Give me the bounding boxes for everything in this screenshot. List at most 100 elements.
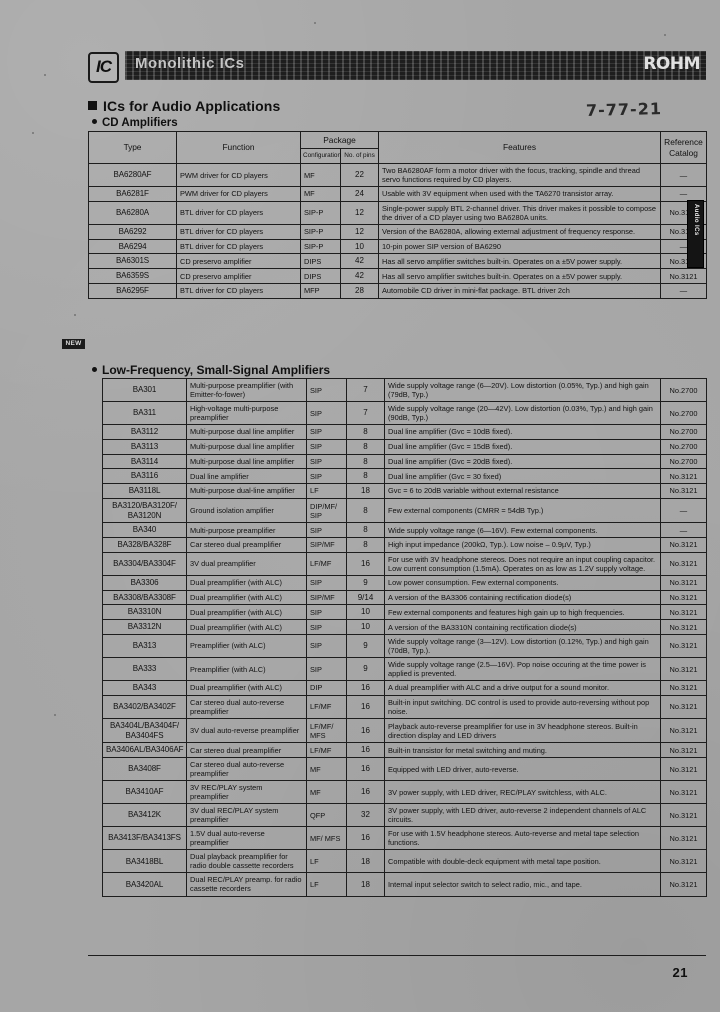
cell-type: BA3406AL/BA3406AF xyxy=(102,742,187,759)
table-row: BA3112 Multi-purpose dual line amplifier S… xyxy=(102,424,707,440)
cell-configuration: SIP xyxy=(306,522,347,539)
cell-function: Multi-purpose dual line amplifier xyxy=(186,438,307,455)
cell-pins: 8 xyxy=(346,537,385,553)
cell-reference: No.3121 xyxy=(660,717,707,744)
table-row: BA3412K 3V dual REC/PLAY system preamplif… xyxy=(102,803,707,828)
cell-features: Usable with 3V equipment when used with … xyxy=(378,186,661,202)
cell-function: BTL driver for CD players xyxy=(176,238,301,255)
cell-type: BA313 xyxy=(102,633,187,659)
cell-type: BA3402/BA3402F xyxy=(102,694,187,719)
cell-features: Playback auto-reverse preamplifier for u… xyxy=(384,717,661,744)
edge-index-tab[interactable]: Audio ICs xyxy=(687,200,704,268)
edge-index-tab-label: Audio ICs xyxy=(693,204,699,236)
cell-features: Dual line amplifier (Gᴠᴄ = 20dB fixed). xyxy=(384,453,661,470)
cell-configuration: MF/ MFS xyxy=(306,826,347,851)
cell-features: Wide supply voltage range (2.5—16V). Pop… xyxy=(384,656,661,682)
cell-pins: 9 xyxy=(346,656,385,682)
cell-type: BA3420AL xyxy=(102,872,187,897)
cell-type: BA6280AF xyxy=(88,163,177,188)
cell-features: Has all servo amplifier switches built-i… xyxy=(378,268,661,284)
col-header-features: Features xyxy=(378,130,661,165)
table-row: BA3120/BA3120F/ BA3120N Ground isolation … xyxy=(102,497,707,524)
cell-type: BA311 xyxy=(102,401,187,426)
cell-pins: 28 xyxy=(340,282,379,299)
cell-reference: No.3121 xyxy=(660,780,707,805)
cell-reference: No.3121 xyxy=(660,589,707,606)
cell-type: BA3404L/BA3404F/ BA3404FS xyxy=(102,717,187,744)
ref-line1: Reference xyxy=(664,137,703,148)
cell-reference: No.3121 xyxy=(660,537,707,553)
cell-function: Multi-purpose preamplifier xyxy=(186,522,307,539)
cell-configuration: LF xyxy=(306,849,347,874)
table-cd-amplifiers: Type Function Package Features Reference… xyxy=(88,130,707,299)
subsection-label: CD Amplifiers xyxy=(102,117,178,129)
cell-function: Dual line amplifier xyxy=(186,468,307,485)
cell-pins: 7 xyxy=(346,377,385,403)
cell-pins: 32 xyxy=(346,803,385,828)
cell-function: Multi-purpose dual line amplifier xyxy=(186,424,307,440)
cell-configuration: SIP xyxy=(306,377,347,403)
cell-configuration: DIP xyxy=(306,680,347,696)
table-body-lf: BA301 Multi-purpose preamplifier (with Em… xyxy=(102,377,707,897)
cell-configuration: SIP xyxy=(306,468,347,485)
cell-configuration: SIP-P xyxy=(300,223,341,240)
cell-configuration: MFP xyxy=(300,282,341,299)
cell-function: Ground isolation amplifier xyxy=(186,497,307,524)
cell-configuration: SIP xyxy=(306,574,347,591)
cell-pins: 8 xyxy=(346,453,385,470)
cell-features: A version of the BA3306 containing recti… xyxy=(384,589,661,606)
cell-features: Two BA6280AF form a motor driver with th… xyxy=(378,163,661,188)
cell-features: Wide supply voltage range (20—42V). Low … xyxy=(384,401,661,426)
cell-features: Wide supply voltage range (3—12V). Low d… xyxy=(384,633,661,659)
cell-pins: 16 xyxy=(346,780,385,805)
cell-features: For use with 1.5V headphone stereos. Aut… xyxy=(384,826,661,851)
cell-reference: No.3121 xyxy=(660,680,707,696)
cell-reference: No.3121 xyxy=(660,742,707,759)
cell-features: Built-in input switching. DC control is … xyxy=(384,694,661,719)
cell-pins: 18 xyxy=(346,483,385,499)
page-sheet: IC Monolithic ICs ROHM 7-77-21 ICs for A… xyxy=(14,14,707,998)
cell-function: Dual preamplifier (with ALC) xyxy=(186,604,307,621)
cell-features: Has all servo amplifier switches built-i… xyxy=(378,253,661,270)
col-header-package: Package xyxy=(300,130,379,150)
cell-function: Car stereo dual auto-reverse preamplifie… xyxy=(186,694,307,719)
cell-configuration: LF/MF xyxy=(306,551,347,576)
cell-reference: No.3121 xyxy=(660,694,707,719)
cell-reference: — xyxy=(660,282,707,299)
cell-function: 3V dual REC/PLAY system preamplifier xyxy=(186,803,307,828)
cell-reference: — xyxy=(660,522,707,539)
cell-configuration: MF xyxy=(300,186,341,202)
cell-pins: 9 xyxy=(346,633,385,659)
cell-reference: No.3121 xyxy=(660,633,707,659)
table-row: BA6295F BTL driver for CD players MFP 28 Aut… xyxy=(88,282,707,299)
masthead: IC Monolithic ICs ROHM xyxy=(88,50,706,83)
table-row: BA313 Preamplifier (with ALC) SIP 9 Wide sup… xyxy=(102,633,707,659)
page-number: 21 xyxy=(672,965,688,980)
cell-features: Dual line amplifier (Gᴠᴄ = 30 fixed) xyxy=(384,468,661,485)
cell-features: Dual line amplifier (Gᴠᴄ = 10dB fixed). xyxy=(384,424,661,440)
cell-reference: No.3121 xyxy=(660,849,707,874)
new-badge: NEW xyxy=(62,339,85,349)
cell-features: Low power consumption. Few external comp… xyxy=(384,574,661,591)
cell-type: BA6292 xyxy=(88,223,177,240)
cell-pins: 9 xyxy=(346,574,385,591)
cell-type: BA3114 xyxy=(102,453,187,470)
table-row: BA3310N Dual preamplifier (with ALC) SIP 10… xyxy=(102,604,707,621)
cell-type: BA328/BA328F xyxy=(102,537,187,553)
table-row: BA3114 Multi-purpose dual line amplifier S… xyxy=(102,453,707,470)
cell-reference: No.3121 xyxy=(660,551,707,576)
cell-type: BA3120/BA3120F/ BA3120N xyxy=(102,497,187,524)
cell-reference: No.2700 xyxy=(660,401,707,426)
cell-reference: No.3121 xyxy=(660,268,707,284)
cell-configuration: LF xyxy=(306,872,347,897)
cell-function: Multi-purpose dual-line amplifier xyxy=(186,483,307,499)
cell-features: 3V power supply, with LED driver, REC/PL… xyxy=(384,780,661,805)
cell-type: BA3306 xyxy=(102,574,187,591)
cell-function: CD preservo amplifier xyxy=(176,268,301,284)
table-body-cd: BA6280AF PWM driver for CD players MF 22 Two… xyxy=(88,163,707,299)
table-row: BA6292 BTL driver for CD players SIP-P 12 Ve… xyxy=(88,223,707,240)
cell-function: 3V dual auto-reverse preamplifier xyxy=(186,717,307,744)
handwritten-annotation: 7-77-21 xyxy=(585,99,663,120)
page-title: ICs for Audio Applications xyxy=(88,98,280,114)
cell-reference: No.2700 xyxy=(660,424,707,440)
